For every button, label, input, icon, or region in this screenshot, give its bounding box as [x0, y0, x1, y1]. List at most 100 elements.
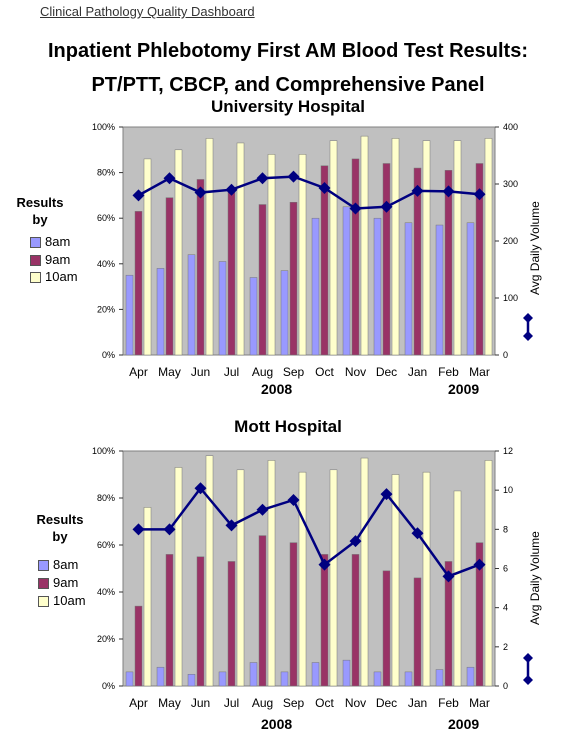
- bar-8am: [466, 222, 475, 356]
- bar-8am: [373, 671, 382, 687]
- y-tick-label: 0%: [102, 350, 115, 360]
- year-label-2009-mott: 2009: [448, 716, 480, 732]
- legend-label-10am: 10am: [53, 593, 86, 608]
- volume-point: [287, 170, 300, 183]
- bar-10am: [267, 460, 276, 687]
- volume-point: [132, 523, 145, 536]
- bar-9am: [413, 167, 422, 356]
- x-tick-label: Dec: [376, 696, 397, 710]
- y2-tick-label: 8: [503, 524, 508, 534]
- bar-8am: [218, 671, 227, 687]
- volume-point: [473, 558, 486, 571]
- legend-label-9am: 9am: [45, 252, 71, 267]
- dashboard-header-label[interactable]: Clinical Pathology Quality Dashboard: [40, 4, 255, 19]
- bar-9am: [227, 190, 236, 356]
- mott-chart: 0% 20% 40% 60% 80% 100% 0 2 4 6 8 10 12 Apr May Jun Jul A…: [92, 446, 533, 710]
- x-tick-label: Jul: [224, 365, 239, 379]
- y2-tick-label: 4: [503, 603, 508, 613]
- bar-10am: [422, 140, 431, 356]
- year-label-2008-university: 2008: [261, 381, 293, 397]
- volume-point: [411, 184, 424, 197]
- bar-9am: [320, 554, 329, 687]
- legend-swatch-8am: [30, 237, 41, 249]
- volume-point: [225, 183, 238, 196]
- x-tick-label: Aug: [252, 365, 273, 379]
- y2-tick-label: 12: [503, 446, 513, 456]
- y-tick-label: 0%: [102, 681, 115, 691]
- bar-10am: [298, 154, 307, 356]
- year-label-2008-mott: 2008: [261, 716, 293, 732]
- y-tick-label: 80%: [97, 168, 115, 178]
- bar-8am: [156, 268, 165, 356]
- bar-8am: [156, 666, 165, 687]
- volume-legend-marker: [523, 653, 533, 663]
- x-tick-label: Apr: [129, 365, 148, 379]
- bar-10am: [267, 154, 276, 356]
- y-tick-label: 80%: [97, 493, 115, 503]
- x-tick-label: Nov: [345, 365, 366, 379]
- x-tick-label: Apr: [129, 696, 148, 710]
- bar-8am: [218, 261, 227, 356]
- bar-8am: [404, 671, 413, 687]
- bar-10am: [329, 140, 338, 356]
- bar-9am: [320, 165, 329, 356]
- bar-8am: [280, 671, 289, 687]
- bar-9am: [165, 197, 174, 356]
- legend-label-10am: 10am: [45, 269, 78, 284]
- legend-title-university: Results by: [5, 194, 75, 228]
- bar-8am: [125, 274, 134, 356]
- bar-8am: [125, 671, 134, 687]
- x-tick-label: Dec: [376, 365, 397, 379]
- bar-8am: [280, 270, 289, 356]
- legend-swatch-10am: [30, 272, 41, 284]
- volume-point: [380, 200, 393, 213]
- y2-tick-label: 200: [503, 236, 518, 246]
- volume-legend-marker: [523, 331, 533, 341]
- bar-9am: [196, 179, 205, 356]
- legend-item-8am: 8am: [38, 556, 78, 574]
- volume-point: [163, 172, 176, 185]
- x-tick-label: Jun: [191, 365, 210, 379]
- volume-point: [380, 488, 393, 501]
- bar-8am: [373, 217, 382, 356]
- volume-point: [132, 189, 145, 202]
- volume-line: [138, 486, 480, 578]
- volume-axis-title-mott: Avg Daily Volume: [528, 531, 542, 625]
- legend-title-line1: Results: [36, 512, 84, 527]
- volume-point: [287, 493, 300, 506]
- bar-8am: [342, 659, 351, 687]
- legend-item-10am: 10am: [30, 268, 78, 286]
- year-label-2009-university: 2009: [448, 381, 480, 397]
- y-tick-label: 20%: [97, 634, 115, 644]
- bar-9am: [258, 535, 267, 687]
- bar-10am: [298, 471, 307, 687]
- bar-8am: [435, 224, 444, 356]
- x-tick-label: May: [158, 365, 181, 379]
- plot-area: [122, 450, 496, 687]
- volume-point: [442, 185, 455, 198]
- volume-point: [411, 527, 424, 540]
- volume-point: [442, 570, 455, 583]
- bar-9am: [444, 561, 453, 687]
- y-tick-label: 100%: [92, 446, 115, 456]
- bar-9am: [475, 163, 484, 356]
- bar-9am: [227, 561, 236, 687]
- y-tick-label: 40%: [97, 587, 115, 597]
- bar-8am: [311, 217, 320, 356]
- x-tick-label: Nov: [345, 696, 366, 710]
- y2-tick-label: 10: [503, 485, 513, 495]
- bar-10am: [205, 138, 214, 356]
- volume-legend-marker: [523, 313, 533, 323]
- bar-8am: [311, 662, 320, 687]
- bar-10am: [391, 474, 400, 687]
- bar-9am: [475, 542, 484, 687]
- bar-10am: [484, 460, 493, 687]
- volume-point: [318, 558, 331, 571]
- y-tick-label: 20%: [97, 304, 115, 314]
- bar-8am: [249, 277, 258, 356]
- legend-swatch-8am: [38, 560, 49, 572]
- volume-point: [163, 523, 176, 536]
- x-tick-label: Sep: [283, 696, 305, 710]
- x-tick-label: Aug: [252, 696, 273, 710]
- bar-10am: [453, 490, 462, 687]
